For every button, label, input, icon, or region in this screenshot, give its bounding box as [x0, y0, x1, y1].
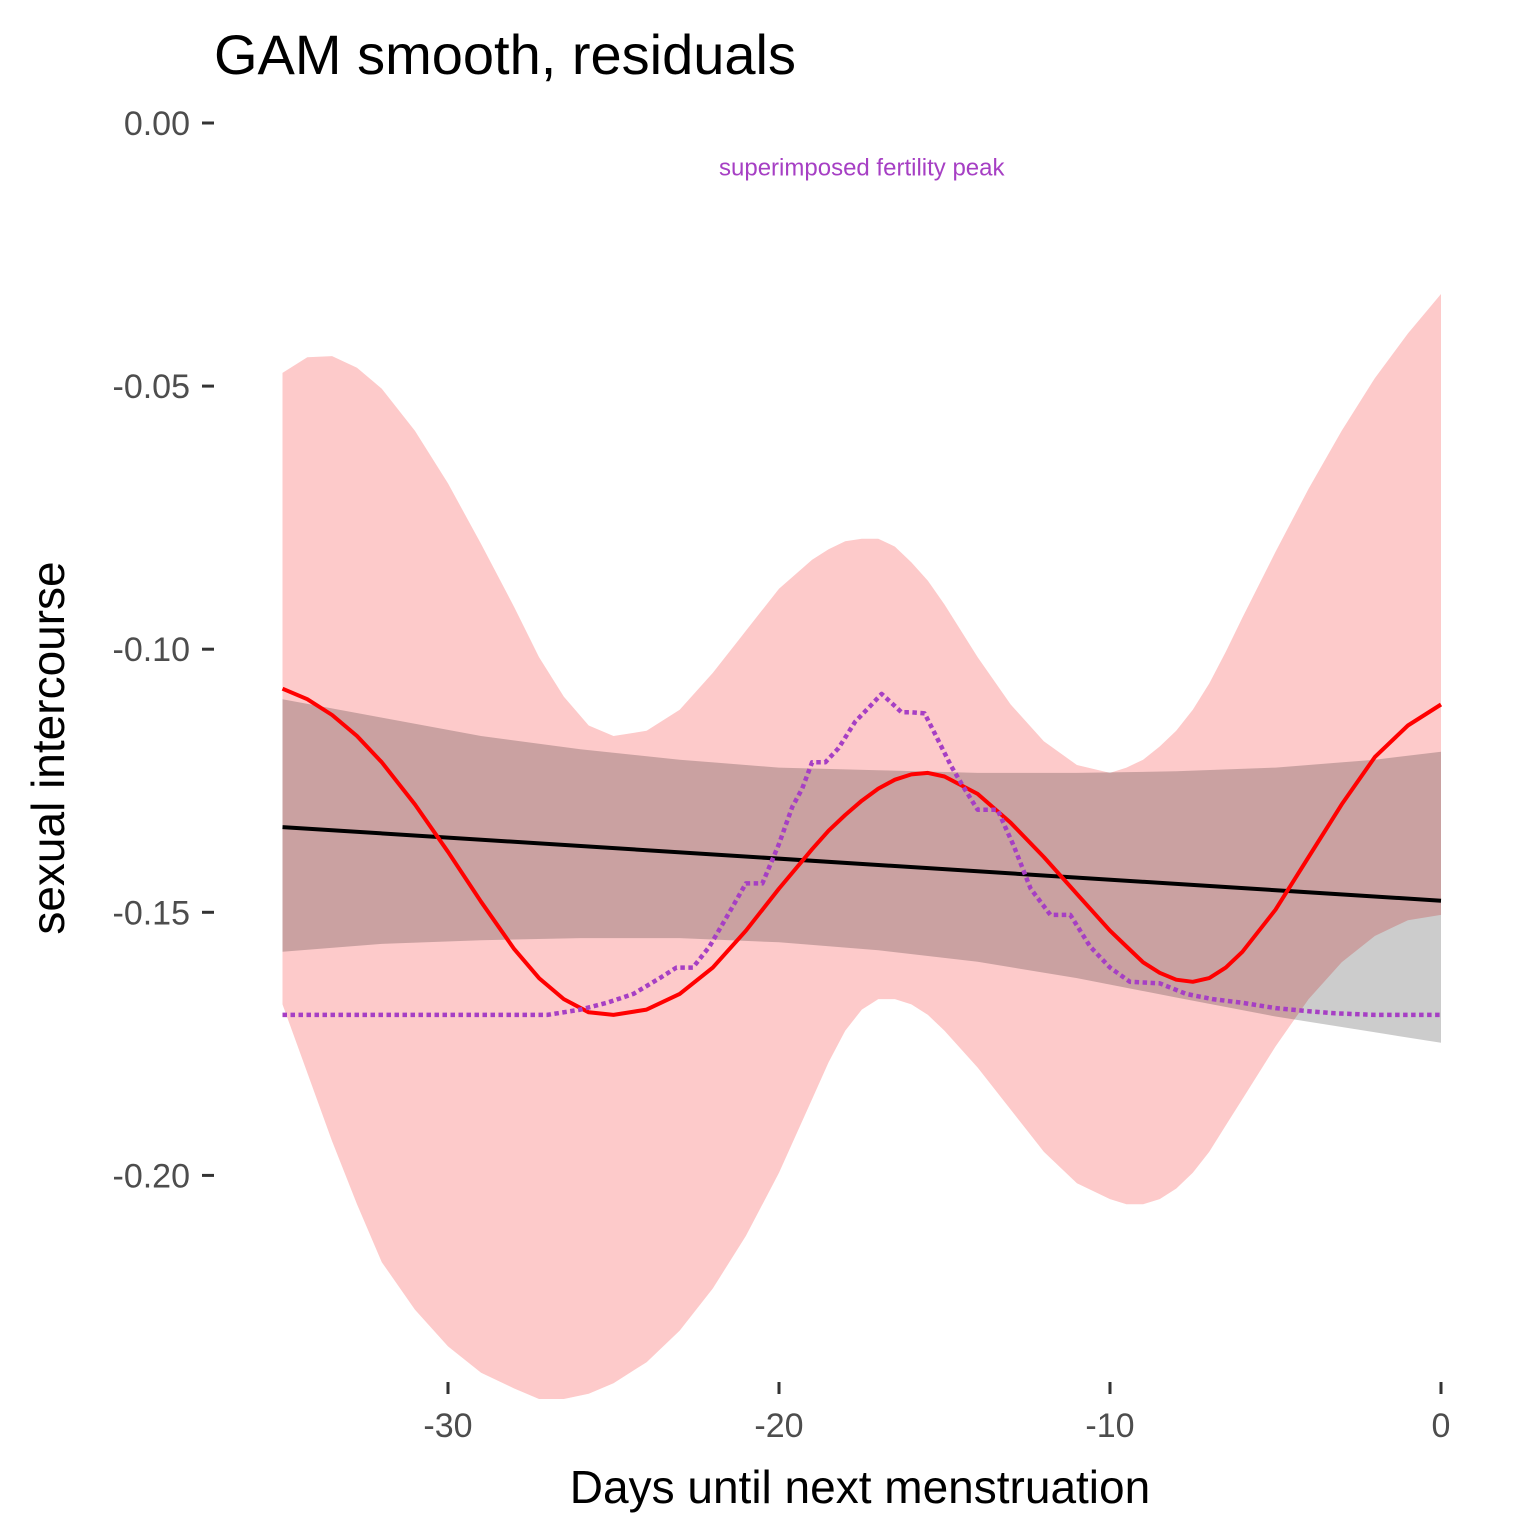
- chart-title: GAM smooth, residuals: [214, 23, 796, 86]
- confidence-band-0: [282, 294, 1441, 1399]
- y-tick-label-3: -0.15: [113, 894, 191, 932]
- plot-area: [281, 294, 1443, 1399]
- series-line-2: [282, 825, 1442, 903]
- y-axis-title: sexual intercourse: [22, 561, 74, 934]
- annotation-label-0: superimposed fertility peak: [719, 155, 1005, 182]
- confidence-band-1: [282, 699, 1441, 1043]
- y-tick-label-1: -0.05: [113, 368, 191, 406]
- y-tick-label-2: -0.10: [113, 631, 191, 669]
- x-axis-title: Days until next menstruation: [570, 1461, 1150, 1513]
- y-axis: 0.00 -0.05 -0.10 -0.15 -0.20: [113, 105, 214, 1195]
- y-tick-label-4: -0.20: [113, 1157, 191, 1195]
- x-tick-label-3: 0: [1432, 1407, 1451, 1445]
- series-line-4: [282, 691, 1441, 1018]
- x-axis: -30 -20 -10 0: [423, 1382, 1450, 1445]
- x-tick-label-0: -30: [423, 1407, 472, 1445]
- x-tick-label-2: -10: [1085, 1407, 1134, 1445]
- series-line-3: [281, 686, 1443, 1017]
- y-tick-label-0: 0.00: [124, 105, 190, 143]
- x-tick-label-1: -20: [754, 1407, 803, 1445]
- annotation-layer: superimposed fertility peak: [719, 155, 1005, 182]
